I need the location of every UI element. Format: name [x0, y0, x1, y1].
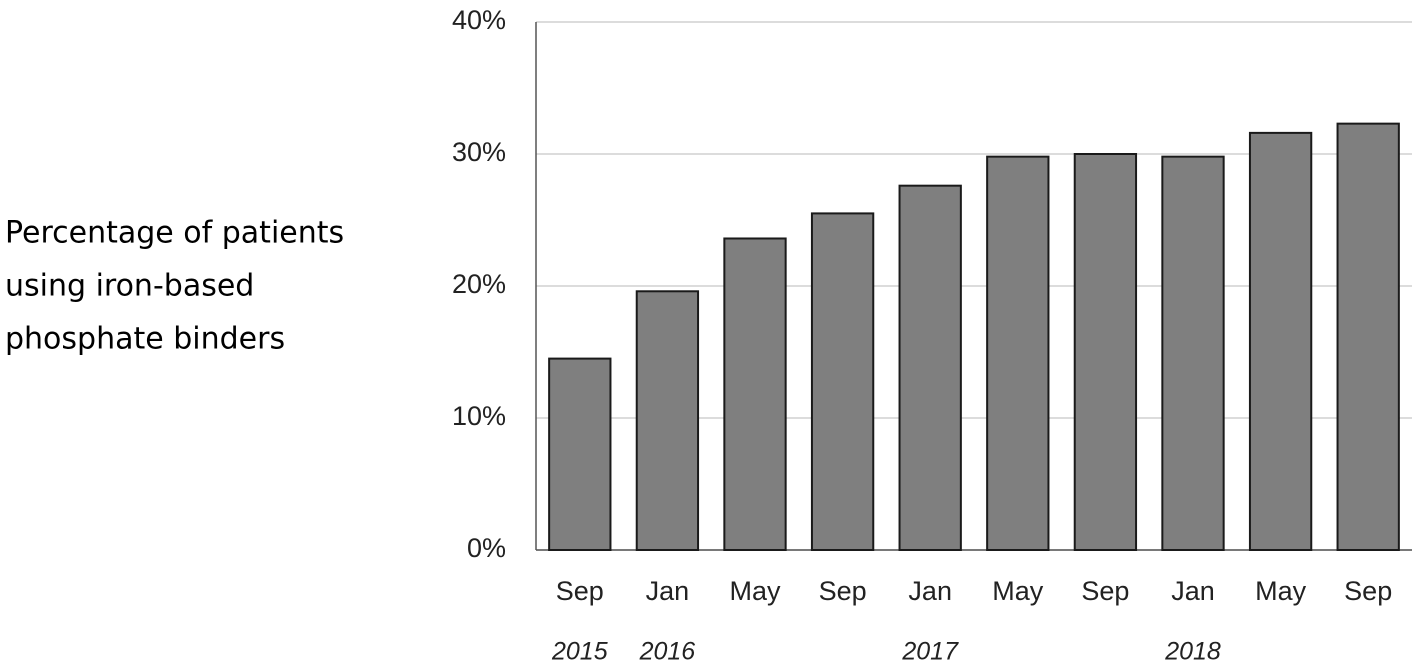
bar: [723, 237, 787, 551]
bar: [810, 212, 875, 551]
y-tick-label: 40%: [452, 5, 506, 35]
x-group-label: 2016: [639, 638, 696, 666]
x-tick-label: May: [1255, 576, 1307, 606]
x-group-label: 2018: [1164, 638, 1221, 666]
x-tick-label: Jan: [908, 576, 952, 606]
x-tick-label: May: [729, 576, 781, 606]
x-tick-label: Sep: [556, 576, 604, 606]
x-group-label: 2017: [901, 638, 959, 666]
x-tick-label: May: [992, 576, 1044, 606]
bar: [1336, 122, 1400, 551]
bar: [898, 184, 962, 551]
bar: [1073, 153, 1138, 551]
bar: [1248, 131, 1313, 551]
y-tick-label: 0%: [467, 533, 506, 563]
bar: [1161, 155, 1225, 551]
x-tick-label: Jan: [1171, 576, 1215, 606]
y-tick-label: 10%: [452, 401, 506, 431]
x-tick-label: Jan: [646, 576, 690, 606]
x-group-label: 2015: [551, 638, 608, 666]
x-tick-label: Sep: [1344, 576, 1392, 606]
bar: [635, 290, 700, 551]
x-tick-label: Sep: [1081, 576, 1129, 606]
y-axis-label: using iron-based: [5, 269, 254, 304]
y-axis-label: phosphate binders: [5, 322, 285, 357]
bar: [548, 357, 612, 551]
x-tick-label: Sep: [819, 576, 867, 606]
y-tick-label: 20%: [452, 269, 506, 299]
y-axis-label: Percentage of patients: [5, 216, 344, 251]
y-tick-label: 30%: [452, 137, 506, 167]
bar: [986, 155, 1050, 551]
